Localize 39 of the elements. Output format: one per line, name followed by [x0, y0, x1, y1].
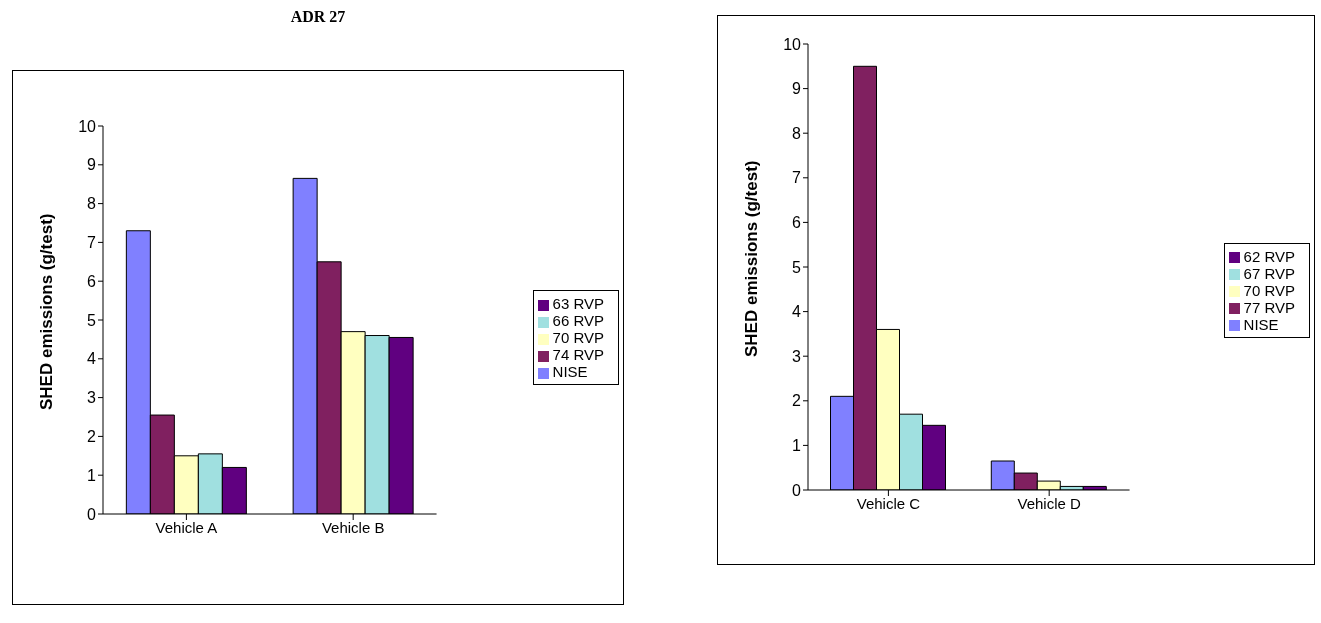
y-tick-label: 1: [792, 437, 802, 455]
legend-label: 66 RVP: [552, 312, 604, 329]
y-tick-label: 5: [87, 311, 97, 329]
y-tick-label: 0: [87, 505, 97, 523]
y-axis-title: SHED emissions (g/test): [742, 160, 762, 357]
y-tick-label: 0: [792, 481, 802, 499]
y-tick-label: 2: [792, 392, 802, 410]
y-tick-label: 8: [87, 195, 97, 213]
y-tick-label: 9: [87, 156, 97, 174]
y-tick-label: 6: [87, 272, 97, 290]
legend-label: 63 RVP: [552, 295, 604, 312]
legend-label: NISE: [552, 363, 588, 380]
y-tick-label: 8: [792, 124, 802, 142]
x-tick-label: Vehicle B: [321, 518, 385, 536]
y-tick-label: 1: [87, 466, 97, 484]
legend-label: 74 RVP: [552, 346, 604, 363]
x-tick-label: Vehicle A: [155, 518, 218, 536]
y-tick-label: 3: [792, 347, 802, 365]
legend-label: NISE: [1243, 315, 1279, 333]
y-tick-label: 7: [792, 169, 802, 187]
x-tick-label: Vehicle C: [856, 494, 921, 512]
y-tick-label: 10: [783, 35, 802, 53]
y-tick-label: 6: [792, 214, 802, 232]
legend-label: 77 RVP: [1243, 298, 1295, 316]
legend-label: 62 RVP: [1243, 247, 1295, 265]
y-tick-label: 4: [792, 303, 802, 321]
y-tick-label: 3: [87, 389, 97, 407]
legend-label: 70 RVP: [1243, 281, 1295, 299]
y-tick-label: 9: [792, 80, 802, 98]
y-axis-title: SHED emissions (g/test): [37, 213, 57, 410]
x-tick-label: Vehicle D: [1017, 494, 1082, 512]
chart-title: ADR 27: [289, 8, 347, 26]
y-tick-label: 7: [87, 234, 97, 252]
y-tick-label: 2: [87, 428, 97, 446]
legend-label: 67 RVP: [1243, 264, 1295, 282]
y-tick-label: 4: [87, 350, 97, 368]
y-tick-label: 5: [792, 258, 802, 276]
legend-label: 70 RVP: [552, 329, 604, 346]
y-tick-label: 10: [78, 117, 97, 135]
